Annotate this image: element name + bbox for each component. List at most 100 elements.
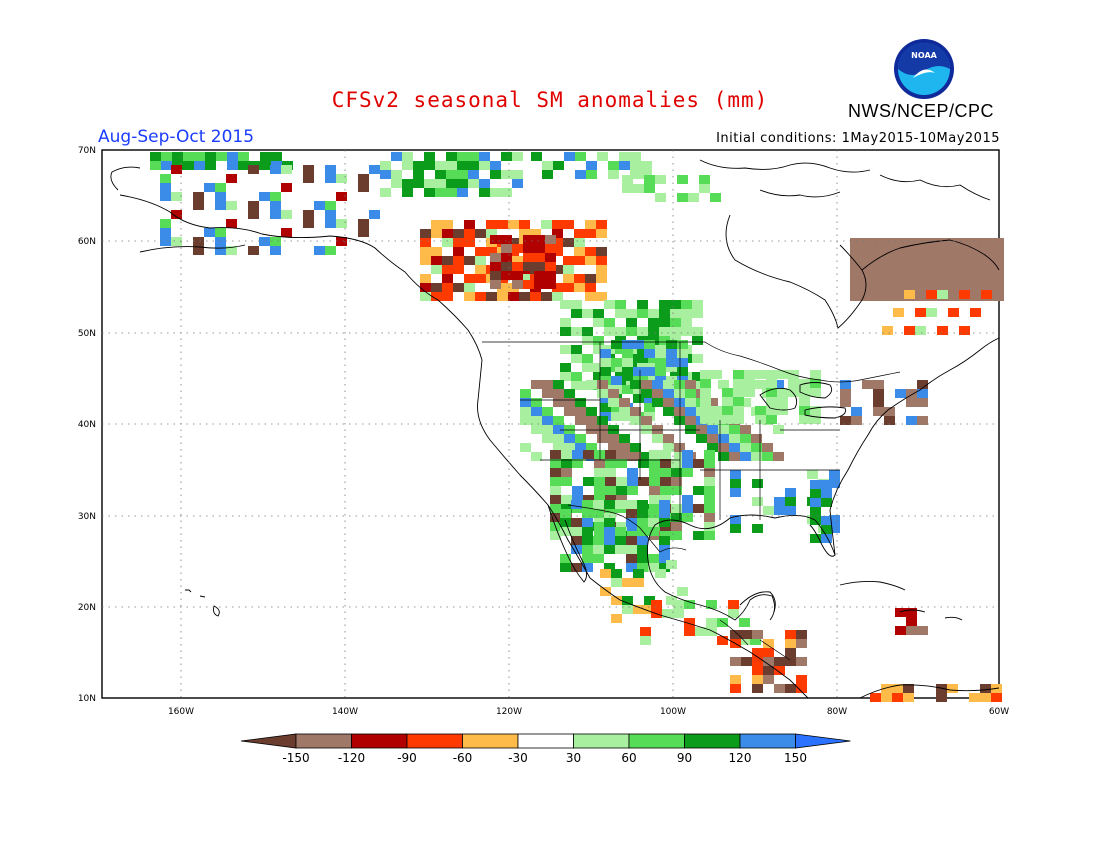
- anomaly-cell: [872, 283, 883, 292]
- anomaly-cell: [917, 626, 928, 635]
- anomaly-cell: [704, 522, 715, 531]
- anomaly-cell: [226, 246, 237, 255]
- anomaly-cell: [785, 488, 796, 497]
- colorbar-labels: -150 -120 -90 -60 -30 30 60 90 120 150: [282, 751, 807, 765]
- anomaly-cell: [704, 531, 715, 540]
- anomaly-cell: [204, 183, 215, 192]
- anomaly-cell: [391, 179, 402, 188]
- anomaly-cell: [572, 450, 583, 459]
- anomaly-cell: [655, 193, 666, 202]
- anomaly-cell: [560, 300, 571, 309]
- anomaly-cell: [490, 235, 501, 244]
- anomaly-cell: [861, 247, 872, 256]
- anomaly-cell: [755, 406, 766, 415]
- anomaly-cell: [486, 292, 497, 301]
- anomaly-cell: [563, 283, 574, 292]
- anomaly-cell: [704, 450, 715, 459]
- anomaly-cell: [640, 627, 651, 636]
- anomaly-cell: [971, 292, 982, 301]
- anomaly-cell: [574, 247, 585, 256]
- anomaly-cell: [982, 256, 993, 265]
- anomaly-cell: [626, 563, 637, 572]
- anomaly-cell: [336, 192, 347, 201]
- anomaly-cell: [851, 407, 862, 416]
- anomaly-cell: [560, 327, 571, 336]
- anomaly-cell: [402, 188, 413, 197]
- anomaly-cell: [616, 459, 627, 468]
- anomaly-cell: [674, 443, 685, 452]
- anomaly-cell: [583, 450, 594, 459]
- anomaly-cell: [622, 367, 633, 376]
- anomaly-cell: [873, 389, 884, 398]
- anomaly-cell: [873, 407, 884, 416]
- anomaly-cell: [550, 486, 561, 495]
- anomaly-cell: [594, 468, 605, 477]
- anomaly-cell: [486, 229, 497, 238]
- anomaly-cell: [611, 569, 622, 578]
- anomaly-cell: [553, 380, 564, 389]
- anomaly-cell: [630, 407, 641, 416]
- anomaly-cell: [927, 283, 938, 292]
- anomaly-cell: [594, 450, 605, 459]
- anomaly-cell: [564, 398, 575, 407]
- anomaly-cell: [659, 500, 670, 509]
- anomaly-cell: [917, 398, 928, 407]
- anomaly-cell: [431, 256, 442, 265]
- colorbar-swatch: [628, 733, 685, 749]
- anomaly-cell: [660, 486, 671, 495]
- anomaly-cell: [685, 407, 696, 416]
- anomaly-cell: [501, 170, 512, 179]
- anomaly-cell: [655, 367, 666, 376]
- gridlines: [102, 150, 999, 698]
- anomaly-cell: [519, 229, 530, 238]
- anomaly-cell: [501, 244, 512, 253]
- anomaly-cell: [501, 152, 512, 161]
- anomaly-cell: [608, 398, 619, 407]
- anomaly-cell: [571, 345, 582, 354]
- anomaly-cell: [619, 407, 630, 416]
- colorbar-swatch: [406, 733, 463, 749]
- anomaly-cell: [949, 292, 960, 301]
- anomaly-cell: [993, 238, 1004, 247]
- anomaly-cell: [597, 425, 608, 434]
- anomaly-cell: [468, 170, 479, 179]
- anomaly-cell: [850, 265, 861, 274]
- longitude-labels: 160W 140W 120W 100W 80W 60W: [168, 707, 1009, 717]
- anomaly-cell: [600, 587, 611, 596]
- anomaly-cell: [728, 600, 739, 609]
- season-label: Aug-Sep-Oct 2015: [98, 127, 255, 147]
- anomaly-cell: [711, 406, 722, 415]
- anomaly-cell: [561, 504, 572, 513]
- anomaly-cell: [585, 220, 596, 229]
- anomaly-cell: [659, 563, 670, 572]
- anomaly-cell: [970, 308, 981, 317]
- anomaly-cell: [564, 425, 575, 434]
- anomaly-cell: [633, 367, 644, 376]
- anomaly-cell: [755, 370, 766, 379]
- anomaly-cell: [810, 415, 821, 424]
- anomaly-cell: [821, 489, 832, 498]
- anomaly-cell: [696, 434, 707, 443]
- anomaly-cell: [872, 256, 883, 265]
- anomaly-cell: [611, 596, 622, 605]
- anomaly-cell: [959, 290, 970, 299]
- anomaly-cell: [682, 513, 693, 522]
- anomaly-cell: [420, 229, 431, 238]
- anomaly-cell: [560, 563, 571, 572]
- anomaly-cell: [626, 509, 637, 518]
- anomaly-cell: [777, 406, 788, 415]
- anomaly-cell: [659, 536, 670, 545]
- anomaly-cell: [660, 459, 671, 468]
- colorbar-swatch: [351, 733, 408, 749]
- anomaly-cell: [593, 536, 604, 545]
- anomaly-cell: [840, 398, 851, 407]
- anomaly-cell: [531, 452, 542, 461]
- anomaly-cell: [552, 220, 563, 229]
- anomaly-cell: [937, 326, 948, 335]
- anomaly-cell: [490, 161, 501, 170]
- anomaly-cell: [490, 170, 501, 179]
- anomaly-cell: [446, 188, 457, 197]
- anomaly-cell: [248, 165, 259, 174]
- anomaly-cell: [604, 518, 615, 527]
- anomaly-cell: [626, 372, 637, 381]
